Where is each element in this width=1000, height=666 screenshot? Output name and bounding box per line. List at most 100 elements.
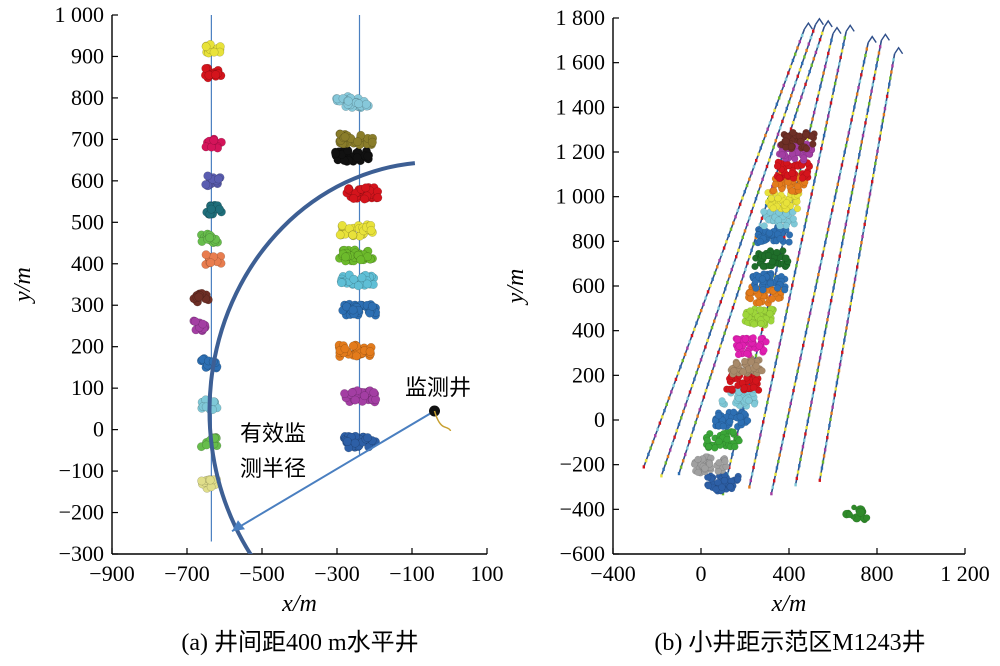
panel-b-event-point xyxy=(782,137,790,145)
panel-b-stage-marker xyxy=(828,221,831,225)
panel-b-stage-marker xyxy=(843,36,847,40)
panel-b-y-tick-label: 1 800 xyxy=(556,5,606,30)
panel-b-stage-marker xyxy=(757,152,760,156)
panel-b-stage-marker xyxy=(817,362,821,366)
panel-b-stage-marker xyxy=(805,426,808,430)
panel-b-stage-marker xyxy=(825,234,828,238)
panel-b-stage-marker xyxy=(802,343,805,348)
panel-b-stage-marker xyxy=(763,413,766,418)
panel-b-stage-marker xyxy=(876,57,879,61)
panel-b-stage-marker xyxy=(755,452,758,457)
panel-a-event-point xyxy=(341,252,351,262)
panel-b-stage-marker xyxy=(761,327,764,331)
panel-b-event-point xyxy=(798,174,807,182)
panel-b-stage-marker xyxy=(724,287,727,291)
panel-b-stage-marker xyxy=(748,216,751,220)
panel-b-event-point xyxy=(704,482,713,490)
panel-b-stage-marker xyxy=(755,158,758,163)
panel-b-stage-marker xyxy=(737,286,741,291)
panel-b-stage-marker xyxy=(704,296,707,300)
panel-b-stage-marker xyxy=(820,31,824,35)
panel-b-event-point xyxy=(769,204,777,212)
panel-b-stage-marker xyxy=(871,83,875,87)
panel-b-well-heel xyxy=(894,46,904,55)
panel-b-stage-marker xyxy=(679,465,683,469)
panel-b-stage-marker xyxy=(805,48,808,53)
panel-b-stage-marker xyxy=(815,166,819,170)
panel-b-stage-marker xyxy=(669,448,672,452)
panel-b-stage-marker xyxy=(884,100,888,105)
panel-b-stage-marker xyxy=(800,451,803,455)
panel-b-stage-marker xyxy=(660,415,664,419)
panel-a-y-tick-label: 900 xyxy=(71,43,104,68)
panel-b-event-point xyxy=(779,247,787,255)
panel-b-stage-marker xyxy=(732,261,736,265)
panel-a-event-point xyxy=(343,184,353,194)
panel-b-stage-marker xyxy=(777,96,781,100)
panel-b-stage-marker xyxy=(686,346,689,350)
panel-b-stage-marker xyxy=(782,434,786,438)
panel-b-stage-marker xyxy=(688,390,692,394)
panel-b-stage-marker xyxy=(844,144,848,148)
panel-b-stage-marker xyxy=(860,140,863,144)
panel-b-stage-marker xyxy=(770,151,773,156)
panel-b-stage-marker xyxy=(832,88,835,92)
panel-b-stage-marker xyxy=(766,127,769,131)
panel-b-stage-marker xyxy=(818,266,821,270)
panel-b-stage-marker xyxy=(827,429,830,434)
panel-b-stage-marker xyxy=(796,74,799,78)
panel-b-stage-marker xyxy=(754,235,757,240)
panel-a-event-point xyxy=(348,305,358,315)
panel-b-stage-marker xyxy=(874,161,877,166)
panel-b-stage-marker xyxy=(684,452,687,457)
panel-b-stage-marker xyxy=(667,396,671,400)
panel-b-stage-marker xyxy=(695,321,698,325)
panel-b-event-point xyxy=(705,442,713,451)
panel-b-stage-marker xyxy=(806,137,810,141)
panel-b-stage-marker xyxy=(796,257,799,261)
panel-b-stage-marker xyxy=(794,81,797,85)
panel-b-stage-marker xyxy=(839,356,843,361)
panel-b-well-heel xyxy=(803,21,813,30)
panel-b-event-point xyxy=(773,284,782,292)
panel-b-stage-marker xyxy=(858,79,862,83)
panel-a-event-point xyxy=(343,437,352,447)
panel-b-stage-marker xyxy=(836,182,839,186)
panel-a-radius-line xyxy=(231,410,436,533)
panel-b-event-point xyxy=(746,289,754,297)
panel-b-event-point xyxy=(714,478,722,487)
panel-b-stage-marker xyxy=(814,381,817,385)
panel-b-stage-marker xyxy=(831,405,834,409)
panel-b-stage-marker xyxy=(686,446,689,450)
panel-b-event-point xyxy=(766,310,774,318)
panel-a-event-point xyxy=(337,278,346,288)
panel-b-stage-marker xyxy=(738,202,742,206)
panel-b-stage-marker xyxy=(837,176,841,180)
panel-b-stage-marker xyxy=(879,131,882,135)
panel-b-stage-marker xyxy=(825,442,828,446)
panel-a-event-point xyxy=(331,149,341,158)
panel-b-stage-marker xyxy=(809,406,812,411)
panel-b-event-point xyxy=(734,351,743,359)
panel-b-stage-marker xyxy=(764,204,768,208)
panel-b-stage-marker xyxy=(838,254,841,258)
panel-b-stage-marker xyxy=(748,485,751,489)
panel-b-stage-marker xyxy=(851,289,855,293)
panel-a-event-point xyxy=(340,389,349,399)
panel-b-stage-marker xyxy=(809,199,812,203)
panel-b-y-tick-label: 1 400 xyxy=(556,94,606,119)
panel-b-event-point xyxy=(766,279,775,287)
panel-b-stage-marker xyxy=(804,218,808,222)
panel-b-stage-marker xyxy=(681,358,685,363)
panel-a-event-point xyxy=(360,194,369,204)
panel-a-event-point xyxy=(357,273,367,283)
panel-b-stage-marker xyxy=(838,362,842,367)
panel-a-event-point xyxy=(350,438,360,448)
panel-b-stage-marker xyxy=(811,117,814,121)
panel-b-stage-marker xyxy=(702,351,705,355)
panel-b-y-tick-label: 600 xyxy=(572,273,605,298)
panel-b-event-point xyxy=(785,238,793,246)
panel-b-stage-marker xyxy=(710,326,714,330)
panel-b-stage-marker xyxy=(885,94,889,98)
panel-b-stage-marker xyxy=(834,387,838,391)
